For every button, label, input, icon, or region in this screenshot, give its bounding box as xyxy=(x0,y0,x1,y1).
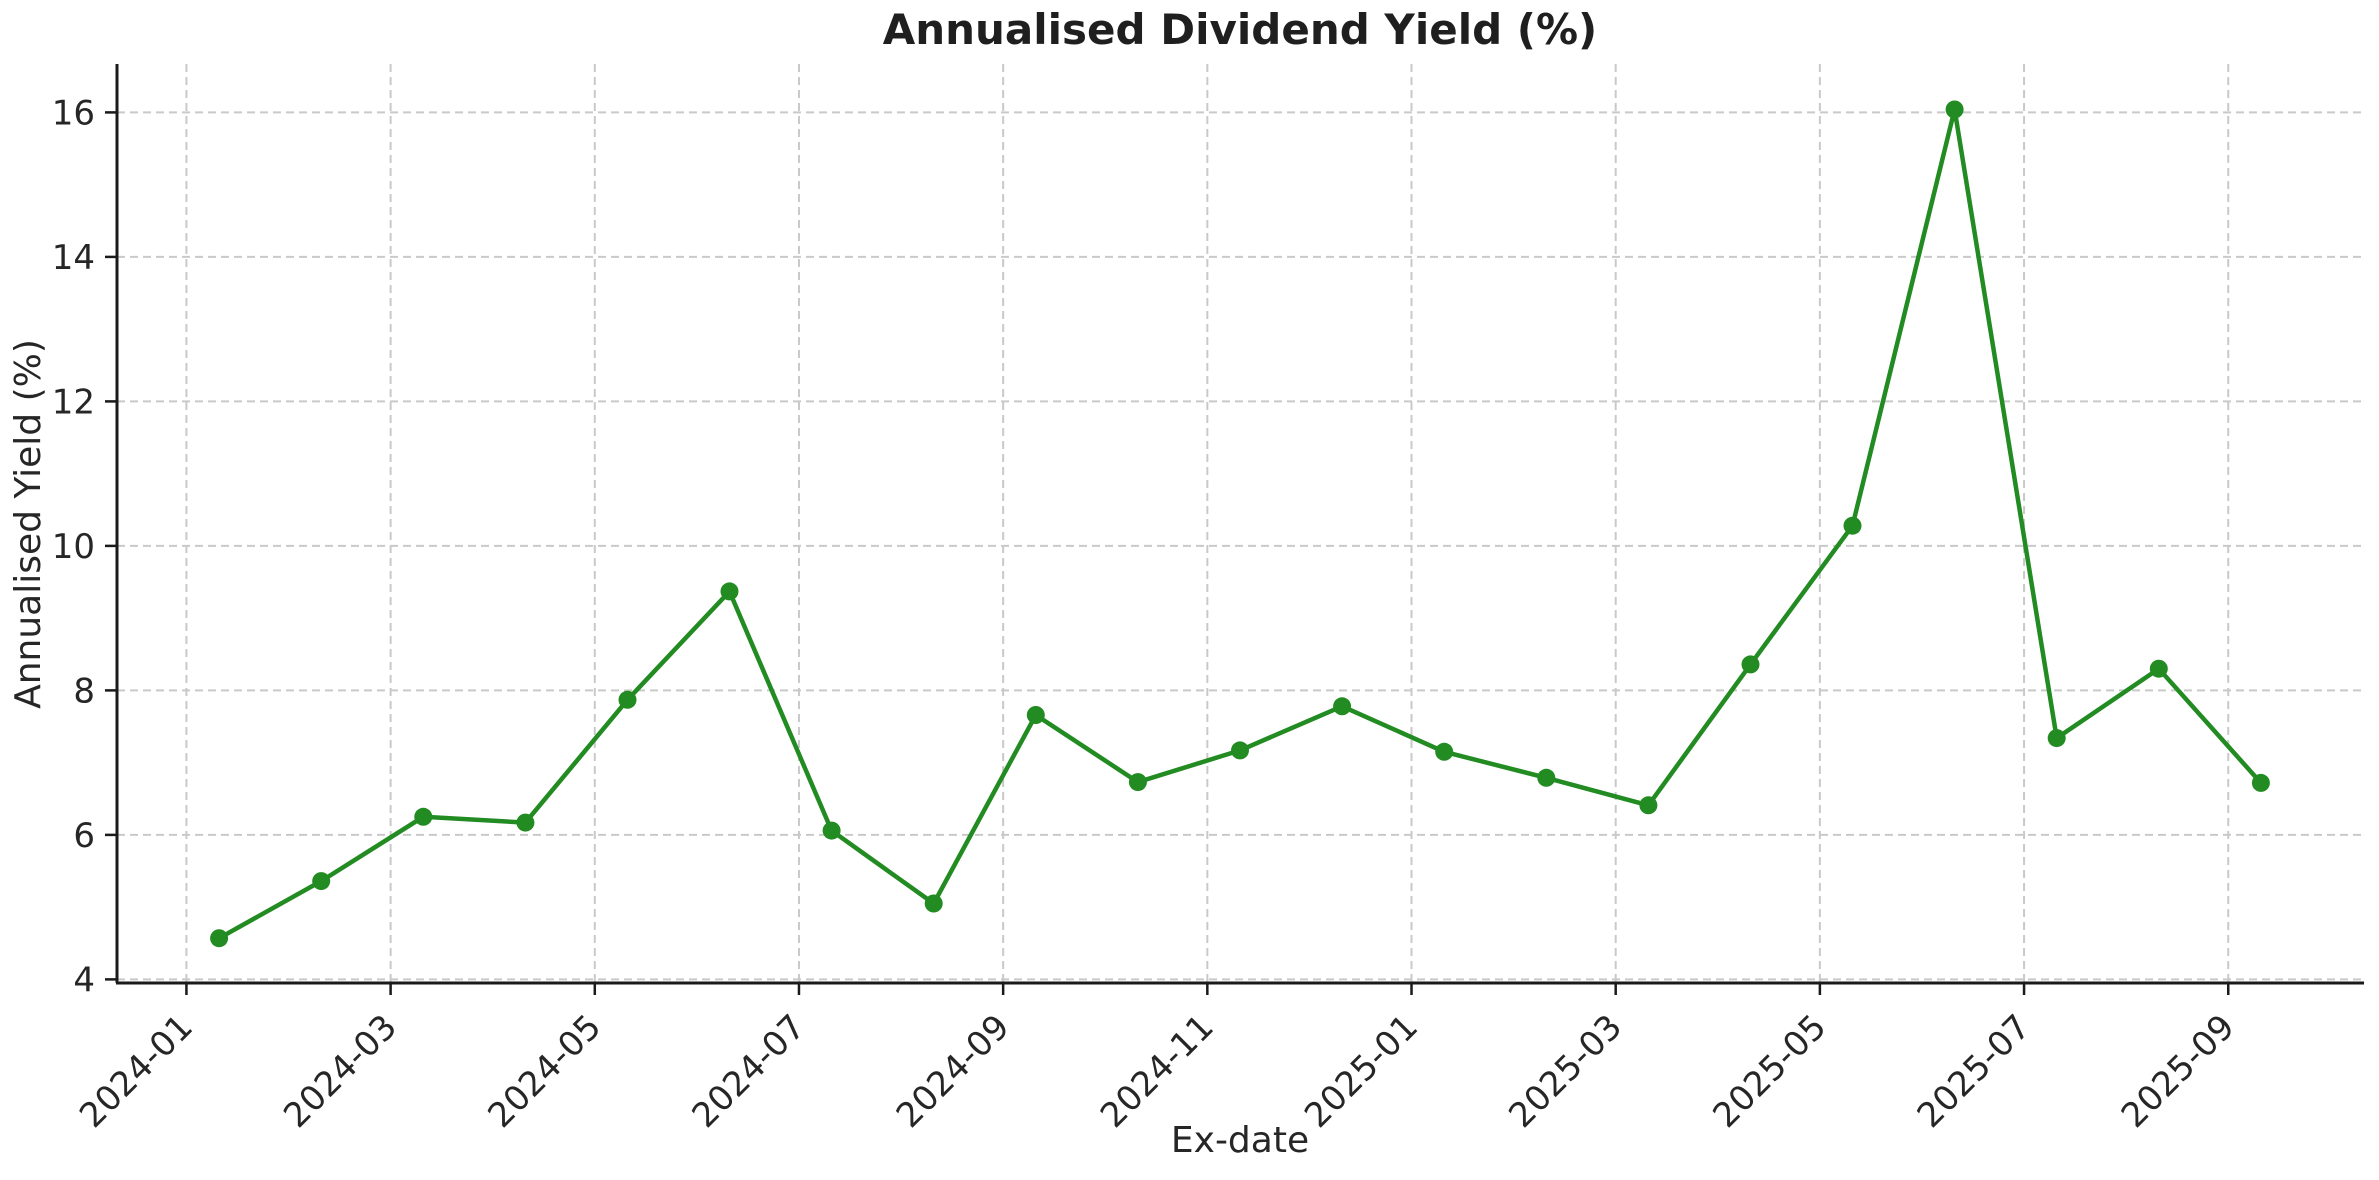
data-point-marker xyxy=(1435,742,1454,761)
data-point-marker xyxy=(516,813,535,832)
data-point-marker xyxy=(2251,773,2270,792)
data-point-marker xyxy=(312,872,331,891)
grid-layer xyxy=(117,64,2363,983)
axis-layer xyxy=(115,64,2364,985)
x-tick-label: 2025-05 xyxy=(1706,1007,1835,1136)
x-axis-label: Ex-date xyxy=(1171,1120,1309,1161)
data-point-marker xyxy=(1639,796,1658,815)
data-point-marker xyxy=(1231,741,1249,760)
y-tick-label: 4 xyxy=(73,960,95,1000)
x-tick-label: 2024-05 xyxy=(480,1007,609,1136)
y-tick-label: 8 xyxy=(73,671,95,711)
data-point-marker xyxy=(720,582,739,601)
data-point-marker xyxy=(822,821,841,840)
data-point-marker xyxy=(924,894,943,913)
x-tick-label: 2025-03 xyxy=(1501,1007,1630,1136)
data-point-marker xyxy=(210,929,229,948)
x-tick-label: 2025-07 xyxy=(1910,1007,2039,1136)
x-tick-label: 2024-11 xyxy=(1093,1007,1222,1136)
y-tick-label: 12 xyxy=(52,382,95,422)
data-point-marker xyxy=(414,807,433,826)
x-tick-label: 2024-03 xyxy=(276,1007,405,1136)
y-tick-label: 14 xyxy=(52,238,95,278)
data-point-marker xyxy=(1843,516,1862,535)
data-point-marker xyxy=(618,690,637,709)
data-point-marker xyxy=(2149,659,2168,678)
x-tick-label: 2024-07 xyxy=(685,1007,814,1136)
x-tick-label: 2025-09 xyxy=(2114,1007,2243,1136)
data-point-marker xyxy=(1537,768,1556,787)
y-tick-label: 16 xyxy=(52,93,95,133)
data-point-marker xyxy=(1026,706,1045,724)
data-point-marker xyxy=(1741,655,1760,674)
y-tick-label: 10 xyxy=(52,527,95,567)
data-point-marker xyxy=(1128,773,1147,792)
x-tick-label: 2025-01 xyxy=(1297,1007,1426,1136)
data-series-layer xyxy=(210,100,2270,948)
data-point-marker xyxy=(1333,697,1352,716)
chart-title: Annualised Dividend Yield (%) xyxy=(883,5,1598,54)
y-tick-label: 6 xyxy=(73,816,95,856)
y-axis-label: Annualised Yield (%) xyxy=(8,339,49,709)
x-tick-label: 2024-01 xyxy=(72,1007,201,1136)
x-tick-label: 2024-09 xyxy=(889,1007,1018,1136)
data-point-marker xyxy=(1945,100,1964,119)
data-point-marker xyxy=(2047,729,2066,748)
